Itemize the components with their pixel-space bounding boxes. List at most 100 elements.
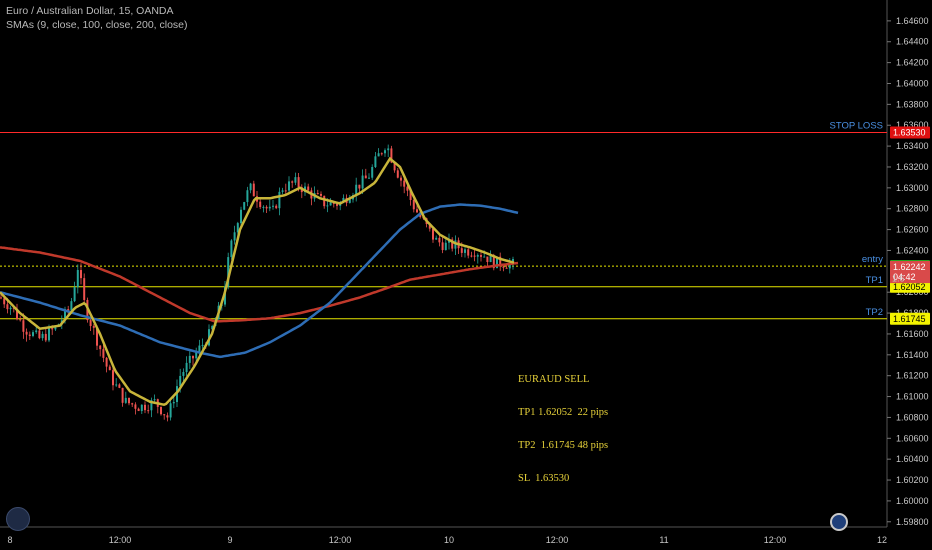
- candle-body[interactable]: [150, 400, 153, 411]
- candle-body[interactable]: [6, 304, 9, 310]
- candle-body[interactable]: [444, 242, 447, 251]
- candle-body[interactable]: [124, 397, 127, 403]
- candle-body[interactable]: [272, 205, 274, 207]
- candle-body[interactable]: [185, 362, 188, 373]
- candle-body[interactable]: [323, 195, 326, 207]
- candle-body[interactable]: [246, 190, 249, 203]
- candle-body[interactable]: [268, 206, 271, 209]
- candle-body[interactable]: [192, 355, 194, 359]
- candle-body[interactable]: [137, 408, 140, 412]
- candle-body[interactable]: [409, 190, 412, 200]
- candle-body[interactable]: [416, 209, 418, 213]
- candle-body[interactable]: [51, 328, 54, 330]
- candle-body[interactable]: [73, 287, 76, 302]
- candle-body[interactable]: [99, 345, 102, 350]
- current-price-tag[interactable]: [890, 271, 930, 284]
- candle-body[interactable]: [278, 191, 281, 209]
- candle-body[interactable]: [259, 201, 262, 208]
- candle-body[interactable]: [96, 327, 98, 346]
- candle-body[interactable]: [467, 249, 470, 256]
- candle-body[interactable]: [377, 153, 380, 157]
- candle-body[interactable]: [297, 177, 300, 188]
- candle-body[interactable]: [355, 184, 358, 196]
- candle-body[interactable]: [64, 309, 66, 321]
- candle-body[interactable]: [80, 270, 82, 279]
- price-tag-stop-loss[interactable]: [890, 126, 930, 139]
- candle-body[interactable]: [70, 301, 73, 311]
- candle-body[interactable]: [464, 249, 466, 253]
- candle-body[interactable]: [342, 197, 345, 203]
- candle-body[interactable]: [22, 320, 25, 332]
- candle-body[interactable]: [32, 332, 34, 336]
- candle-body[interactable]: [198, 345, 201, 353]
- candle-body[interactable]: [243, 202, 246, 210]
- candle-body[interactable]: [105, 357, 108, 367]
- candle-body[interactable]: [320, 193, 322, 196]
- candle-body[interactable]: [118, 384, 121, 388]
- candle-body[interactable]: [182, 372, 185, 376]
- candle-body[interactable]: [121, 387, 124, 403]
- candle-body[interactable]: [371, 167, 374, 178]
- candle-body[interactable]: [400, 177, 402, 181]
- price-tag-tp1[interactable]: [890, 280, 930, 293]
- candle-body[interactable]: [508, 263, 511, 269]
- tradingview-logo-icon[interactable]: [6, 507, 30, 531]
- candle-body[interactable]: [281, 190, 284, 192]
- candle-body[interactable]: [92, 326, 95, 328]
- candle-body[interactable]: [336, 203, 338, 206]
- candle-body[interactable]: [483, 256, 486, 258]
- candle-body[interactable]: [35, 330, 38, 333]
- candle-body[interactable]: [284, 190, 287, 192]
- candle-body[interactable]: [38, 330, 41, 339]
- candle-body[interactable]: [358, 184, 361, 189]
- candle-body[interactable]: [153, 399, 156, 401]
- candle-body[interactable]: [169, 403, 172, 418]
- candle-body[interactable]: [188, 355, 191, 363]
- candle-body[interactable]: [112, 370, 114, 386]
- candle-body[interactable]: [108, 366, 111, 371]
- candle-body[interactable]: [83, 278, 86, 300]
- candle-body[interactable]: [163, 414, 166, 416]
- candle-body[interactable]: [166, 415, 169, 418]
- candle-body[interactable]: [41, 333, 44, 339]
- candle-body[interactable]: [54, 326, 57, 330]
- candle-body[interactable]: [451, 239, 454, 249]
- candle-body[interactable]: [288, 181, 290, 191]
- candle-body[interactable]: [28, 334, 31, 336]
- candle-body[interactable]: [201, 344, 204, 346]
- candle-body[interactable]: [44, 333, 47, 341]
- candle-body[interactable]: [275, 205, 278, 209]
- candle-body[interactable]: [307, 186, 310, 191]
- candle-body[interactable]: [492, 255, 495, 269]
- candle-body[interactable]: [480, 255, 482, 257]
- candle-body[interactable]: [368, 177, 370, 179]
- candle-body[interactable]: [470, 255, 473, 257]
- candle-body[interactable]: [326, 205, 329, 207]
- candle-body[interactable]: [230, 240, 233, 258]
- candle-body[interactable]: [432, 228, 434, 240]
- candle-body[interactable]: [438, 237, 441, 243]
- candle-body[interactable]: [195, 352, 198, 359]
- indicator-title[interactable]: SMAs (9, close, 100, close, 200, close): [6, 19, 188, 31]
- candle-body[interactable]: [144, 404, 146, 411]
- candle-body[interactable]: [316, 193, 319, 195]
- candle-body[interactable]: [160, 406, 162, 415]
- candle-body[interactable]: [134, 404, 137, 409]
- candle-body[interactable]: [252, 183, 255, 197]
- candle-body[interactable]: [384, 150, 386, 154]
- candle-body[interactable]: [435, 237, 438, 240]
- candle-body[interactable]: [3, 298, 6, 305]
- candle-body[interactable]: [460, 248, 463, 253]
- candle-body[interactable]: [505, 267, 508, 269]
- candle-body[interactable]: [393, 162, 396, 171]
- candle-body[interactable]: [48, 328, 50, 341]
- candle-body[interactable]: [19, 319, 22, 321]
- candle-body[interactable]: [179, 375, 182, 387]
- candle-body[interactable]: [265, 206, 268, 209]
- candle-body[interactable]: [387, 148, 390, 151]
- candle-body[interactable]: [499, 256, 502, 267]
- candle-body[interactable]: [262, 206, 265, 208]
- candle-body[interactable]: [396, 170, 399, 178]
- candle-body[interactable]: [115, 384, 118, 386]
- current-price-tag[interactable]: [890, 260, 930, 273]
